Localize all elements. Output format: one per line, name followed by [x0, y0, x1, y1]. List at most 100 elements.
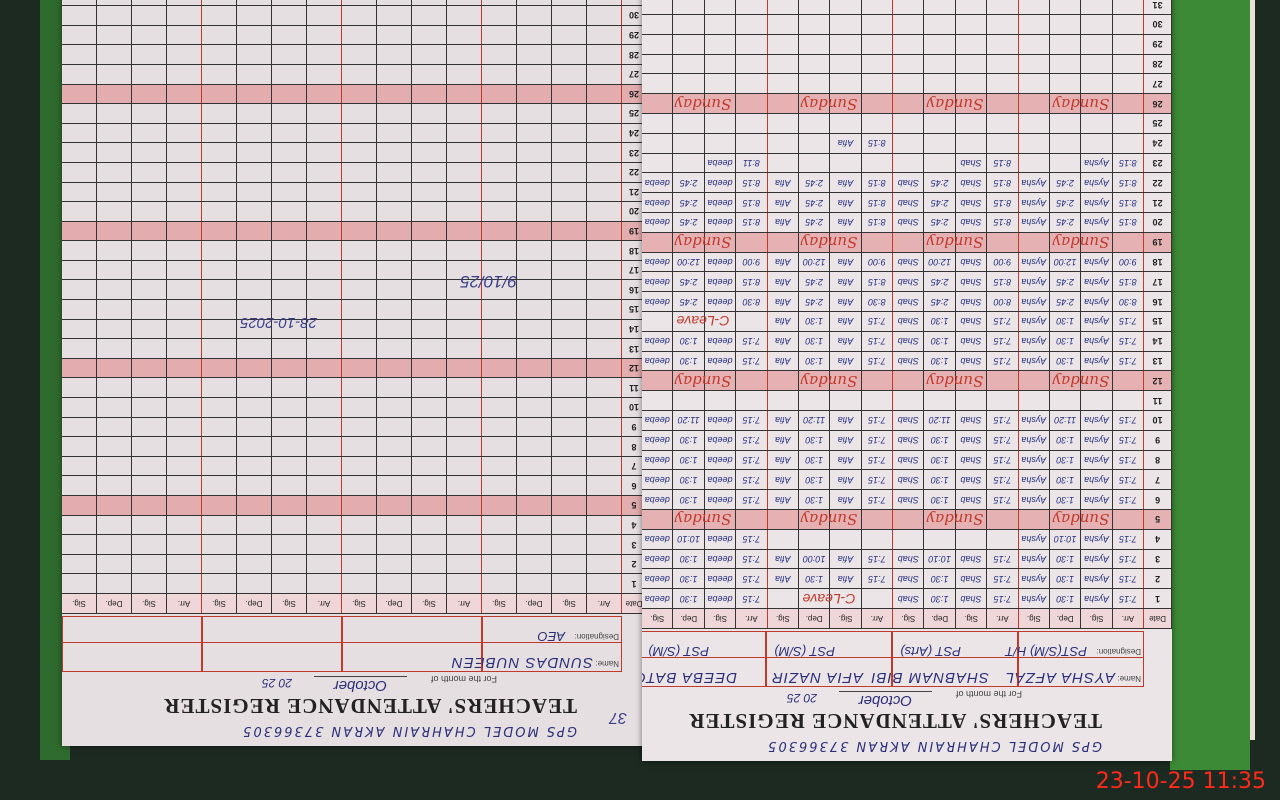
attendance-cell — [412, 25, 447, 45]
attendance-cell: 2:45 — [924, 193, 956, 213]
attendance-cell — [1018, 391, 1050, 411]
attendance-cell — [377, 358, 412, 378]
attendance-cell — [62, 0, 97, 6]
attendance-cell: Shab — [955, 569, 988, 589]
attendance-cell: 8:15 — [736, 272, 768, 292]
attendance-cell — [62, 358, 97, 378]
attendance-cell — [237, 280, 272, 300]
stamp-date: 9/10/25 — [460, 272, 517, 291]
attendance-cell — [482, 417, 517, 437]
attendance-cell: Aysha — [1081, 153, 1113, 173]
attendance-cell: 1:30 — [924, 450, 956, 470]
attendance-cell — [987, 529, 1019, 549]
register-header: GPS MODEL CHAHRAIN AKRAN 37366305 TEACHER… — [62, 614, 647, 746]
attendance-cell — [307, 143, 342, 162]
attendance-cell — [307, 260, 342, 280]
attendance-cell — [517, 496, 552, 515]
attendance-cell — [377, 515, 412, 535]
attendance-cell: Aysha — [1081, 589, 1113, 608]
column-header: Dep. — [673, 609, 705, 628]
attendance-cell: deeba — [642, 569, 674, 589]
attendance-cell — [447, 476, 482, 496]
attendance-cell: 8:30 — [736, 292, 768, 312]
attendance-cell — [97, 123, 132, 143]
column-header: Sig. — [412, 594, 447, 613]
attendance-cell — [1112, 34, 1145, 54]
attendance-cell: 1:30 — [673, 549, 705, 569]
attendance-cell: 7:15 — [987, 549, 1019, 569]
attendance-cell — [272, 6, 307, 25]
table-row: 12 — [62, 358, 647, 379]
attendance-cell: Aysha — [1081, 430, 1113, 450]
attendance-cell — [482, 476, 517, 496]
attendance-cell: Shab — [955, 351, 988, 371]
attendance-cell: 2:45 — [673, 213, 705, 232]
school-name: GPS MODEL CHAHRAIN AKRAN 37366305 — [766, 738, 1102, 753]
attendance-cell: 2:45 — [1049, 292, 1082, 312]
attendance-cell — [62, 25, 97, 45]
attendance-cell — [167, 378, 202, 398]
attendance-cell — [132, 437, 167, 456]
attendance-cell — [587, 437, 622, 456]
attendance-cell — [307, 476, 342, 496]
attendance-cell — [587, 221, 622, 241]
attendance-cell: deeba — [642, 470, 674, 490]
month-value: October — [313, 676, 407, 694]
attendance-cell — [202, 339, 237, 358]
attendance-cell: deeba — [704, 569, 737, 589]
attendance-cell — [1112, 391, 1145, 411]
attendance-cell — [307, 64, 342, 84]
attendance-cell — [377, 0, 412, 6]
column-header: Arr. — [1112, 609, 1145, 628]
teacher-designation: PST (S/M) — [648, 644, 709, 659]
attendance-cell — [704, 74, 737, 94]
attendance-cell — [132, 241, 167, 260]
attendance-cell — [307, 378, 342, 398]
attendance-cell: 2:45 — [673, 173, 705, 193]
attendance-cell — [1112, 15, 1145, 34]
attendance-cell — [97, 515, 132, 535]
attendance-cell — [202, 437, 237, 456]
attendance-cell: Aysha — [1018, 173, 1050, 193]
attendance-cell — [893, 153, 925, 173]
table-row: 23 — [62, 143, 647, 163]
attendance-cell — [272, 64, 307, 84]
attendance-cell: Shab — [893, 470, 925, 490]
table-row: 4 — [62, 515, 647, 536]
attendance-cell — [861, 74, 894, 94]
attendance-cell — [97, 339, 132, 358]
attendance-cell: 7:15 — [987, 450, 1019, 470]
attendance-cell: 7:15 — [1112, 589, 1145, 608]
attendance-cell — [482, 202, 517, 221]
table-row: 31 — [642, 0, 1172, 16]
attendance-cell — [377, 554, 412, 574]
attendance-cell — [272, 104, 307, 123]
right-register-page: GPS MODEL CHAHRAIN AKRAN 37366305 TEACHER… — [642, 0, 1172, 761]
attendance-cell: deeba — [642, 292, 674, 312]
attendance-cell — [342, 515, 377, 535]
attendance-cell: Aysha — [1018, 529, 1050, 549]
attendance-cell: Afia — [767, 193, 799, 213]
attendance-cell — [167, 456, 202, 476]
attendance-cell — [447, 554, 482, 574]
attendance-cell — [767, 153, 799, 173]
attendance-cell — [377, 417, 412, 437]
attendance-cell — [517, 437, 552, 456]
table-row: 17 8:15 Aysha 2:45 Aysha 8:15 Shab 2:45 Shab 8:15… — [642, 272, 1172, 293]
attendance-cell: Shab — [893, 272, 925, 292]
attendance-cell — [377, 84, 412, 104]
attendance-cell — [587, 300, 622, 319]
attendance-cell: 1:30 — [798, 490, 831, 510]
attendance-cell — [736, 133, 768, 153]
attendance-cell: deeba — [704, 549, 737, 569]
attendance-cell — [62, 202, 97, 221]
attendance-cell: 1:30 — [798, 430, 831, 450]
attendance-cell — [97, 143, 132, 162]
attendance-cell: 1:30 — [798, 470, 831, 490]
column-header: Sig. — [830, 609, 862, 628]
attendance-cell — [237, 260, 272, 280]
attendance-cell: Shab — [893, 430, 925, 450]
attendance-cell — [167, 535, 202, 554]
attendance-cell — [861, 114, 894, 133]
sunday-label: Sunday — [926, 510, 984, 529]
